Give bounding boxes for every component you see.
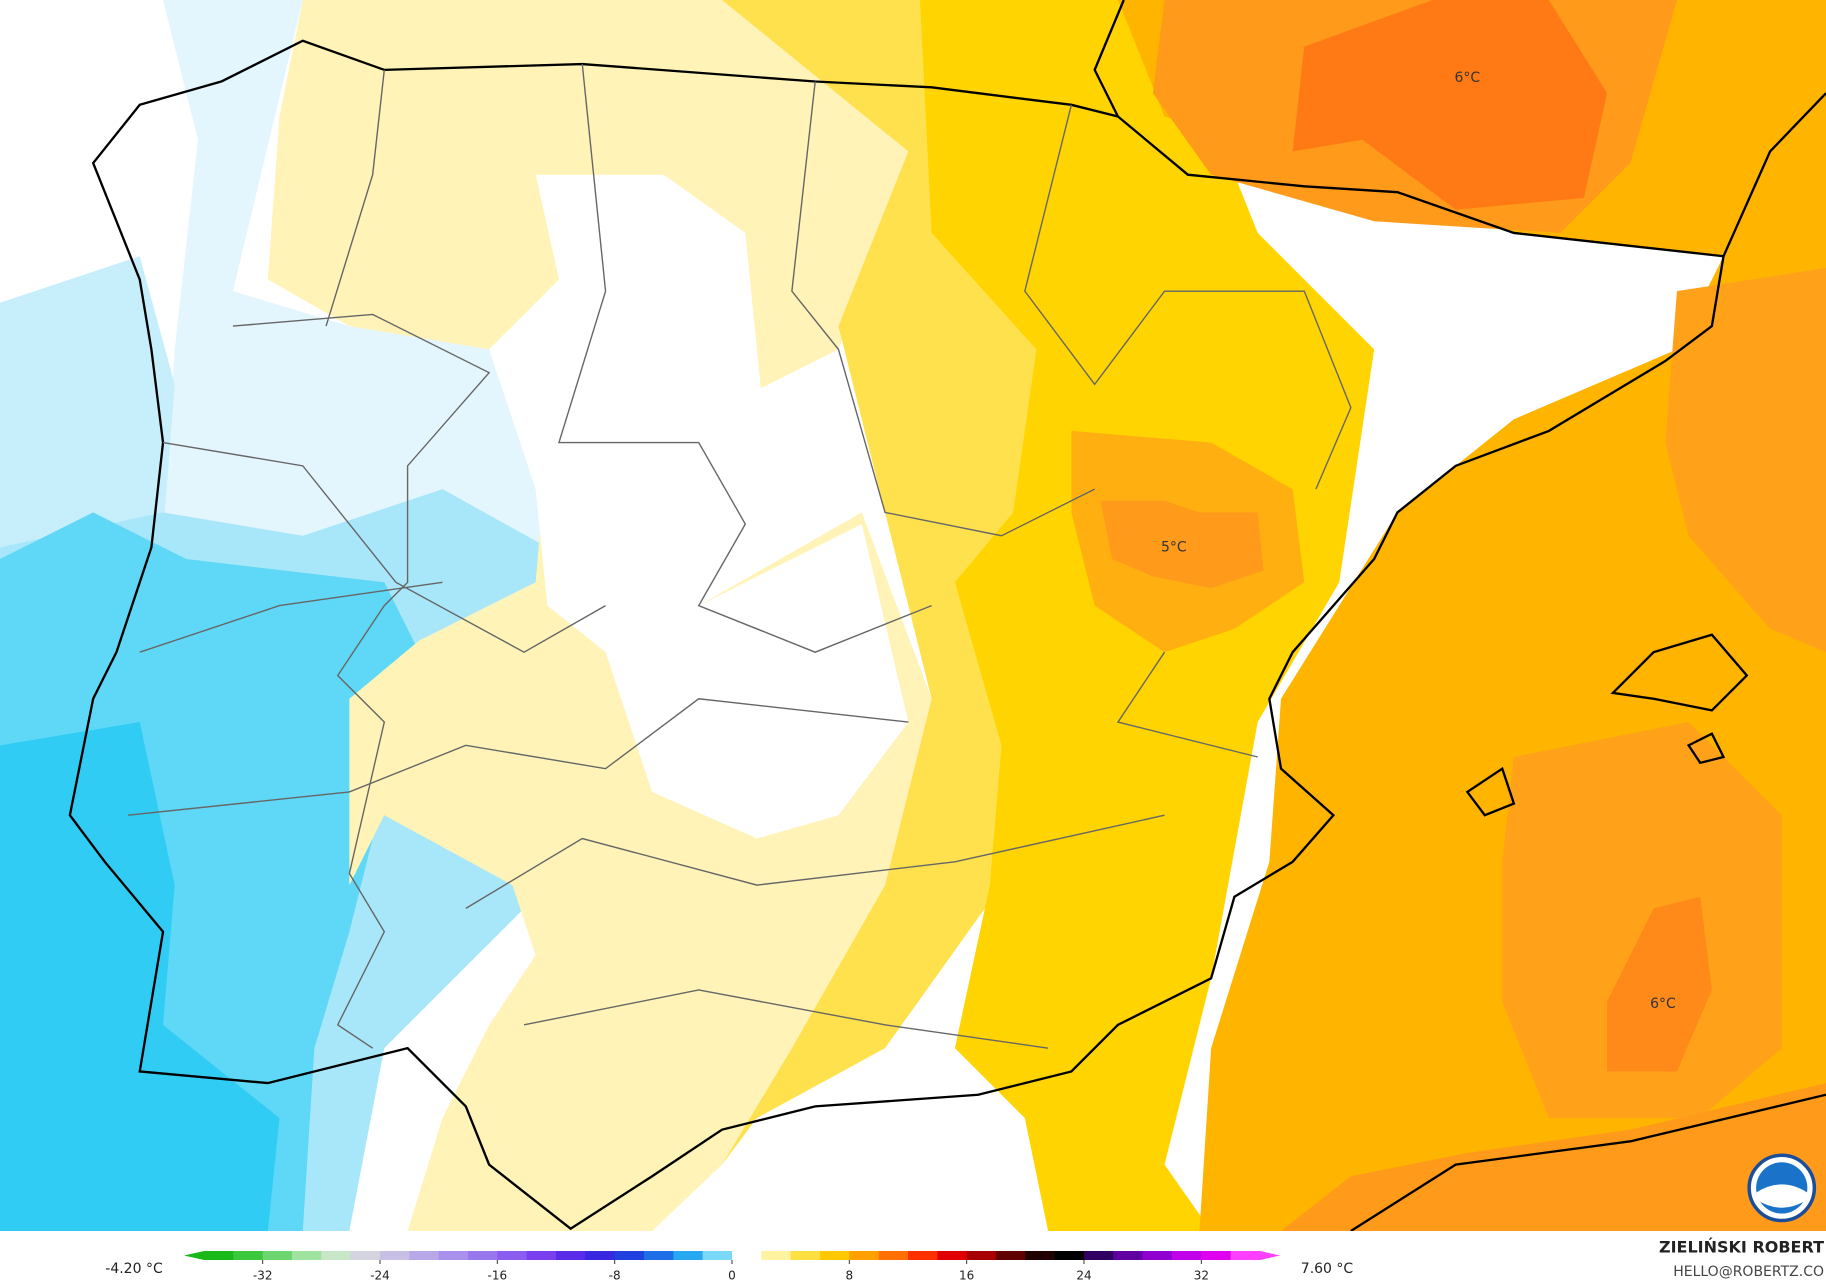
color-step	[966, 1251, 997, 1260]
colorbar-strip: -4.20 °C 7.60 °C ZIELIŃSKI ROBERT HELLO@…	[105, 1238, 1824, 1283]
color-step	[1113, 1251, 1144, 1260]
color-step	[996, 1251, 1026, 1260]
min-label: -4.20 °C	[105, 1261, 163, 1277]
color-step	[644, 1251, 674, 1260]
temperature-map: 6°C 5°C 6°C	[0, 0, 1826, 1231]
color-step	[732, 1251, 762, 1260]
tick-label: -24	[370, 1269, 390, 1283]
tick-label: 24	[1076, 1269, 1091, 1283]
color-step	[1142, 1251, 1173, 1260]
color-step	[1054, 1251, 1085, 1260]
tick-label: 32	[1194, 1269, 1209, 1283]
color-step	[673, 1251, 704, 1260]
map-label: 6°C	[1650, 996, 1676, 1012]
color-step	[350, 1251, 381, 1260]
author: ZIELIŃSKI ROBERT	[1659, 1238, 1824, 1257]
color-step	[1084, 1251, 1114, 1260]
color-step	[1172, 1251, 1202, 1260]
noaa-logo	[1747, 1153, 1817, 1223]
color-step	[1201, 1251, 1232, 1260]
color-step	[937, 1251, 968, 1260]
color-step	[849, 1251, 880, 1260]
map-label: 5°C	[1161, 539, 1187, 555]
color-step	[1025, 1251, 1056, 1260]
zone-orange	[1502, 722, 1782, 1119]
color-step	[438, 1251, 469, 1260]
color-step	[878, 1251, 909, 1260]
province-borders	[128, 63, 1352, 1049]
zone-white	[489, 174, 909, 839]
tick-label: -16	[488, 1269, 508, 1283]
color-step	[262, 1251, 293, 1260]
zone-dark-orange	[1292, 0, 1608, 210]
color-step	[820, 1251, 850, 1260]
color-step	[497, 1251, 528, 1260]
color-step	[761, 1251, 792, 1260]
color-step	[556, 1251, 586, 1260]
color-step	[409, 1251, 440, 1260]
color-step	[204, 1251, 234, 1260]
color-step	[233, 1251, 264, 1260]
colorbar-arrow	[184, 1251, 204, 1260]
tick-label: 8	[846, 1269, 854, 1283]
tick-label: 0	[728, 1269, 736, 1283]
color-step	[468, 1251, 498, 1260]
zone-orange	[1100, 500, 1264, 589]
border	[232, 313, 491, 1049]
zone-orange	[1280, 1083, 1826, 1231]
color-step	[1230, 1251, 1261, 1260]
max-label: 7.60 °C	[1301, 1261, 1354, 1277]
tick-label: -32	[253, 1269, 273, 1283]
color-step	[526, 1251, 557, 1260]
zone-very-light-blue	[0, 0, 559, 560]
color-step	[702, 1251, 733, 1260]
color-step	[585, 1251, 616, 1260]
zone-deep-cyan	[0, 722, 280, 1231]
color-step	[380, 1251, 410, 1260]
color-step	[321, 1251, 352, 1260]
zone-light-blue	[0, 256, 175, 548]
color-step	[908, 1251, 938, 1260]
color-step	[790, 1251, 821, 1260]
map-label: 6°C	[1455, 70, 1481, 86]
zone-orange	[1665, 267, 1826, 653]
tick-label: -8	[609, 1269, 621, 1283]
colorbar-arrow	[1260, 1251, 1280, 1260]
color-step	[614, 1251, 645, 1260]
coastline	[68, 0, 1826, 1231]
email: HELLO@ROBERTZ.CO	[1673, 1264, 1824, 1280]
zone-dark-orange	[1607, 896, 1712, 1072]
tick-label: 16	[959, 1269, 974, 1283]
color-step	[292, 1251, 322, 1260]
colorbar: -32 -24 -16 -8 0 8 16 24 32	[184, 1251, 1280, 1283]
